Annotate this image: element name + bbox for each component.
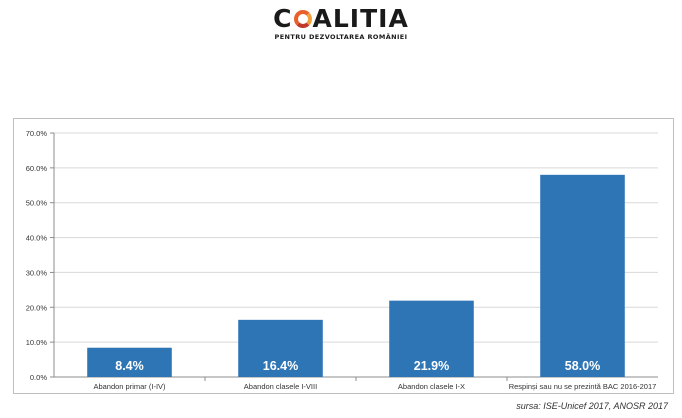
x-category-label: Abandon clasele I-VIII (244, 382, 317, 391)
x-category-label: Abandon primar (I-IV) (93, 382, 166, 391)
y-tick-label: 20.0% (26, 303, 48, 312)
bar-value-label: 16.4% (263, 359, 298, 373)
bar (87, 347, 172, 377)
source-note: sursa: ISE-Unicef 2017, ANOSR 2017 (516, 401, 668, 411)
logo-wordmark: C ALITIA (0, 6, 682, 32)
logo-tagline: PENTRU DEZVOLTAREA ROMÂNIEI (274, 33, 408, 41)
bar (540, 174, 625, 377)
y-tick-label: 60.0% (26, 164, 48, 173)
x-category-label: Respinși sau nu se prezintă BAC 2016-201… (509, 382, 657, 391)
bar-value-label: 8.4% (115, 359, 144, 373)
y-tick-label: 0.0% (30, 373, 47, 382)
chart-frame (13, 118, 674, 394)
y-tick-label: 70.0% (26, 129, 48, 138)
logo-ring-icon (293, 10, 312, 28)
coalitia-logo: C ALITIA PENTRU DEZVOLTAREA ROMÂNIEI (0, 6, 682, 42)
y-tick-label: 10.0% (26, 338, 48, 347)
bar-value-label: 58.0% (565, 359, 600, 373)
logo-prefix: C (273, 4, 293, 33)
y-tick-label: 30.0% (26, 268, 48, 277)
y-tick-label: 50.0% (26, 199, 48, 208)
bar-value-label: 21.9% (414, 359, 449, 373)
bar (389, 300, 474, 377)
y-tick-label: 40.0% (26, 234, 48, 243)
bar (238, 319, 323, 377)
logo-suffix: ALITIA (312, 4, 409, 33)
x-category-label: Abandon clasele I-X (398, 382, 465, 391)
